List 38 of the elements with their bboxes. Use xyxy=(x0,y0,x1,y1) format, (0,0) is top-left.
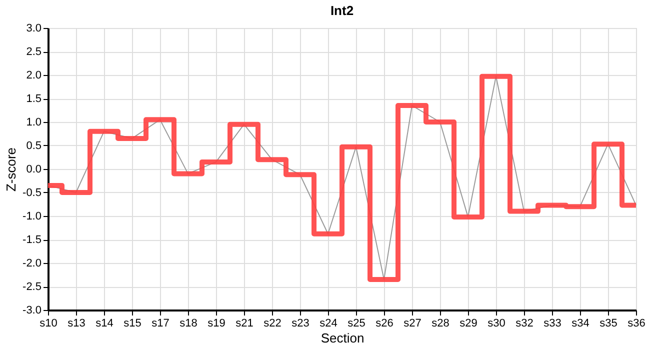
y-axis-title: Z-score xyxy=(4,147,19,192)
y-tick-label: 0.5 xyxy=(26,140,42,152)
x-tick-label: s30 xyxy=(488,318,506,330)
x-tick-label: s17 xyxy=(152,318,170,330)
y-tick-label: -2.0 xyxy=(22,258,42,270)
y-tick-label: -3.0 xyxy=(22,304,42,316)
x-tick-label: s27 xyxy=(404,318,422,330)
x-tick-label: s13 xyxy=(68,318,86,330)
x-tick-label: s10 xyxy=(40,318,58,330)
x-tick-label: s15 xyxy=(124,318,142,330)
x-tick-label: s29 xyxy=(460,318,478,330)
x-tick-label: s24 xyxy=(320,318,338,330)
x-tick-label: s34 xyxy=(572,318,590,330)
y-tick-label: -2.5 xyxy=(22,281,42,293)
x-tick-label: s36 xyxy=(628,318,646,330)
x-axis-title: Section xyxy=(320,330,364,346)
x-tick-label: s35 xyxy=(600,318,618,330)
x-tick-label: s28 xyxy=(432,318,450,330)
y-tick-label: 1.5 xyxy=(26,93,42,105)
x-tick-label: s32 xyxy=(516,318,534,330)
x-tick-label: s33 xyxy=(544,318,562,330)
y-tick-label: 2.5 xyxy=(26,46,42,58)
x-tick-label: s19 xyxy=(208,318,226,330)
y-tick-label: -1.5 xyxy=(22,234,42,246)
y-tick-label: -0.5 xyxy=(22,187,42,199)
chart-title: Int2 xyxy=(330,3,354,18)
x-tick-label: s22 xyxy=(264,318,282,330)
x-tick-label: s25 xyxy=(348,318,366,330)
x-tick-label: s23 xyxy=(292,318,310,330)
x-tick-label: s14 xyxy=(96,318,114,330)
x-tick-label: s26 xyxy=(376,318,394,330)
y-tick-label: -1.0 xyxy=(22,210,42,222)
y-tick-label: 3.0 xyxy=(26,22,42,34)
y-tick-label: 2.0 xyxy=(26,70,42,82)
x-tick-label: s21 xyxy=(236,318,254,330)
y-tick-label: 0.0 xyxy=(26,164,42,176)
x-tick-label: s18 xyxy=(180,318,198,330)
y-tick-label: 1.0 xyxy=(26,116,42,128)
